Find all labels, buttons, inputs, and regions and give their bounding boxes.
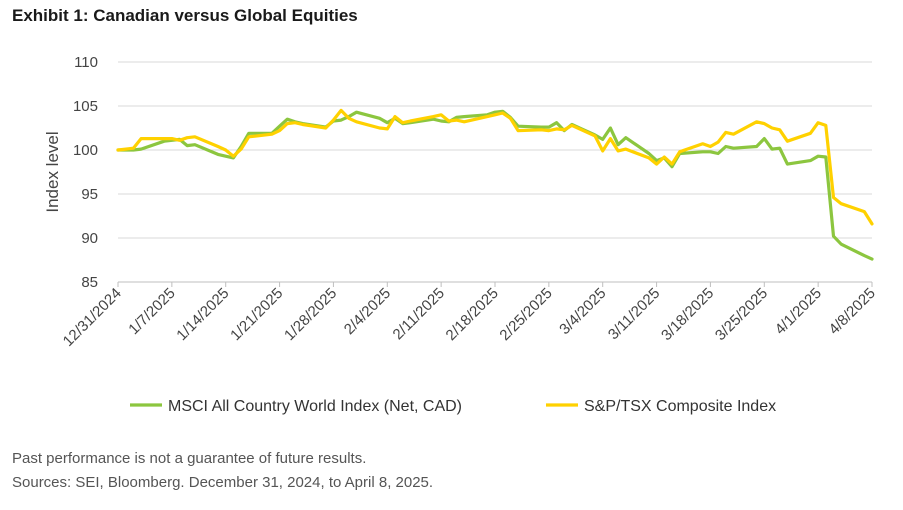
- y-tick-labels: 85 90 95 100 105 110: [73, 54, 98, 291]
- x-tick-2/11/2025: 2/11/2025: [390, 285, 448, 343]
- x-tick-1/14/2025: 1/14/2025: [173, 285, 232, 344]
- disclaimer-note: Past performance is not a guarantee of f…: [12, 450, 367, 467]
- legend: MSCI All Country World Index (Net, CAD) S…: [130, 398, 776, 415]
- legend-label-2: S&P/TSX Composite Index: [584, 398, 776, 415]
- gridlines: [118, 61, 872, 239]
- x-tick-2/4/2025: 2/4/2025: [341, 285, 394, 338]
- x-tick-2/25/2025: 2/25/2025: [496, 285, 555, 344]
- x-tick-1/7/2025: 1/7/2025: [125, 285, 178, 338]
- sources-note: Sources: SEI, Bloomberg. December 31, 20…: [12, 474, 434, 491]
- legend-label-1: MSCI All Country World Index (Net, CAD): [168, 398, 462, 415]
- series-line-2: [116, 108, 874, 226]
- y-tick-85: 85: [81, 274, 98, 291]
- y-tick-100: 100: [73, 142, 98, 159]
- x-tick-4/8/2025: 4/8/2025: [826, 285, 879, 338]
- y-tick-110: 110: [74, 54, 98, 71]
- x-tick-4/1/2025: 4/1/2025: [772, 285, 825, 338]
- x-tick-1/21/2025: 1/21/2025: [227, 285, 286, 344]
- y-tick-90: 90: [81, 230, 98, 247]
- chart-title: Exhibit 1: Canadian versus Global Equiti…: [12, 6, 358, 25]
- x-tick-2/18/2025: 2/18/2025: [443, 285, 502, 344]
- y-tick-105: 105: [73, 98, 98, 115]
- y-tick-95: 95: [81, 186, 98, 203]
- x-tick-12/31/2024: 12/31/2024: [60, 285, 125, 350]
- x-tick-3/18/2025: 3/18/2025: [658, 285, 717, 344]
- x-tick-3/11/2025: 3/11/2025: [605, 285, 663, 343]
- x-tick-3/4/2025: 3/4/2025: [556, 285, 609, 338]
- x-tick-1/28/2025: 1/28/2025: [281, 285, 340, 344]
- series-lines: [116, 108, 874, 261]
- y-axis-label: Index level: [43, 131, 62, 212]
- x-tick-labels: 12/31/2024 1/7/20251/14/20251/21/20251/28…: [60, 282, 879, 350]
- series-line-1: [116, 109, 874, 261]
- x-tick-3/25/2025: 3/25/2025: [712, 285, 771, 344]
